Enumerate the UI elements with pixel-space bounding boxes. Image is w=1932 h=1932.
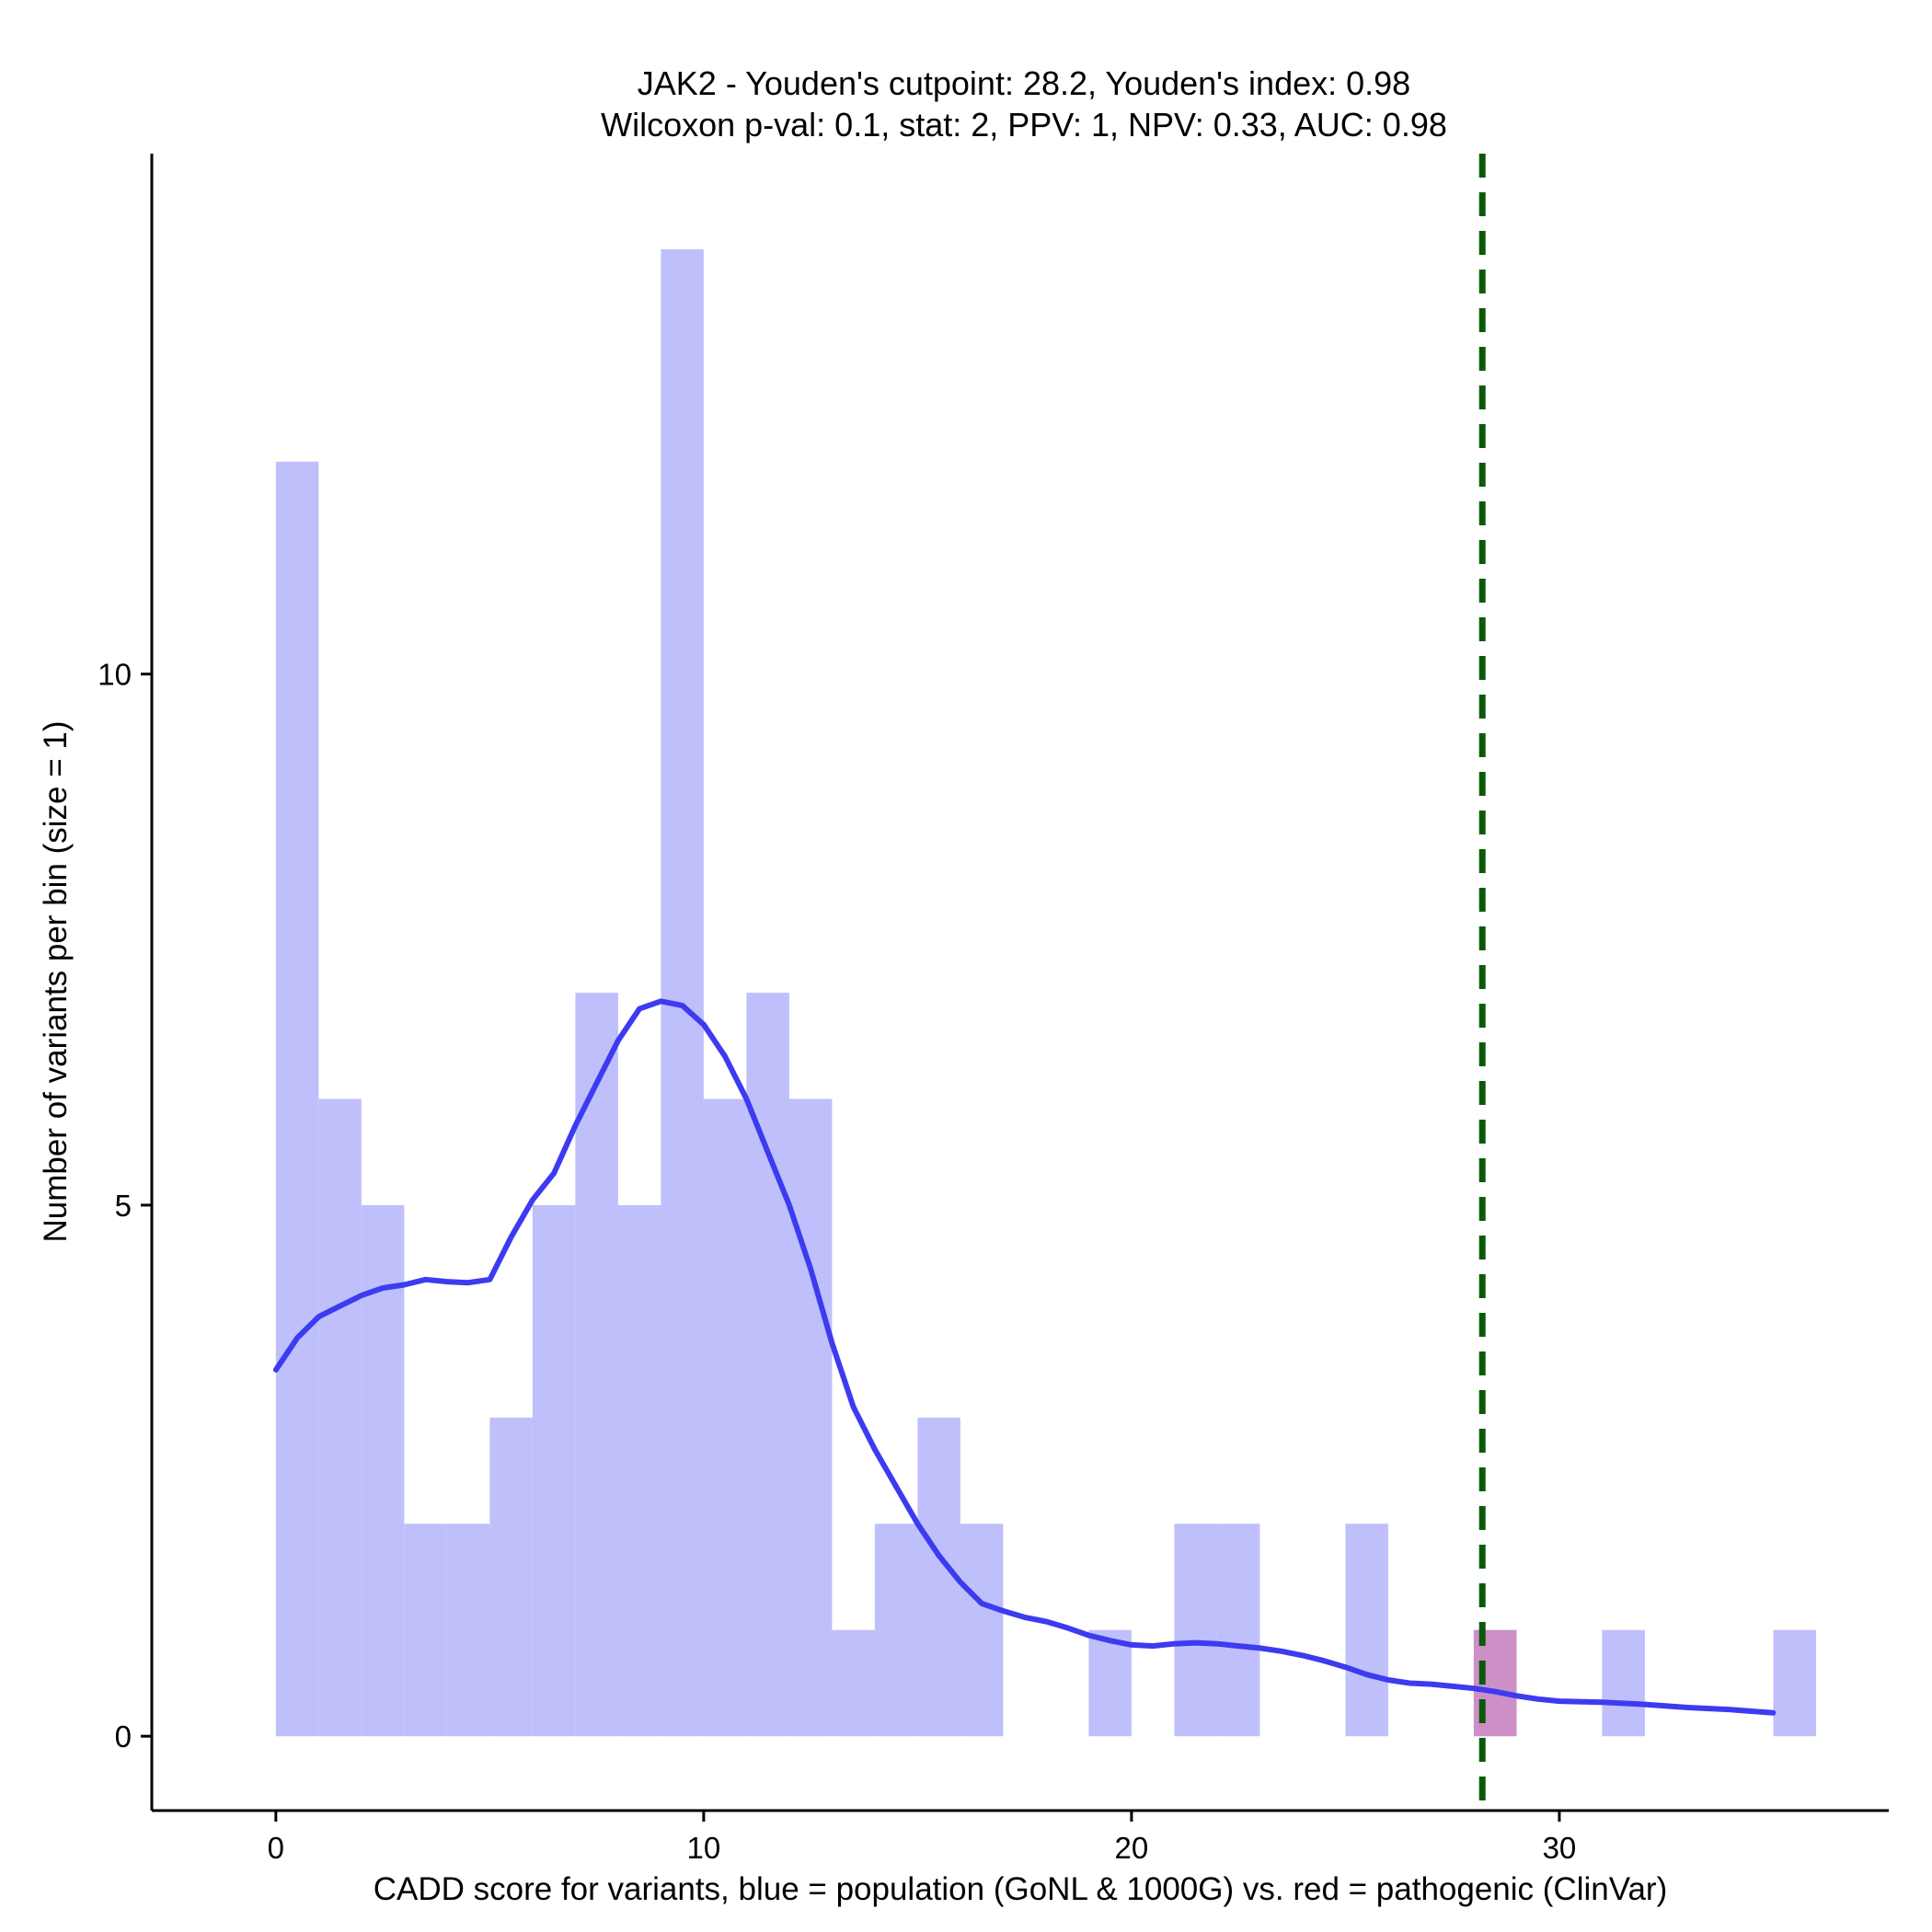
population-bar-0 [275, 461, 319, 1737]
population-bar-7 [575, 993, 618, 1737]
x-tick-label-0: 0 [268, 1831, 284, 1865]
population-bar-18 [1174, 1524, 1217, 1737]
y-tick-label-0: 0 [115, 1719, 132, 1754]
population-bar-16 [960, 1524, 1004, 1737]
y-axis-title: Number of variants per bin (size = 1) [38, 720, 74, 1242]
chart-title: JAK2 - Youden's cutpoint: 28.2, Youden's… [638, 64, 1410, 102]
population-bar-4 [446, 1524, 490, 1737]
x-tick-label-30: 30 [1543, 1831, 1577, 1865]
density-curve [272, 998, 1777, 1716]
y-axis-ticks: 0 5 10 [98, 658, 152, 1754]
x-tick-label-10: 10 [687, 1831, 721, 1865]
x-axis-ticks: 0 10 20 30 [268, 1811, 1577, 1865]
y-tick-label-10: 10 [98, 658, 132, 692]
x-axis-title: CADD score for variants, blue = populati… [374, 1871, 1668, 1907]
y-tick-label-5: 5 [115, 1189, 132, 1223]
population-bar-1 [318, 1098, 362, 1737]
population-bar-20 [1345, 1524, 1388, 1737]
population-bar-19 [1216, 1524, 1260, 1737]
chart-subtitle: Wilcoxon p-val: 0.1, stat: 2, PPV: 1, NP… [601, 106, 1447, 144]
population-bar-8 [617, 1204, 661, 1737]
population-bar-13 [832, 1629, 875, 1737]
population-bar-3 [404, 1524, 447, 1737]
population-bar-17 [1088, 1629, 1132, 1737]
population-bar-11 [746, 993, 789, 1737]
population-bar-6 [532, 1204, 576, 1737]
population-bar-22 [1602, 1629, 1645, 1737]
population-bars [275, 248, 1816, 1737]
x-tick-label-20: 20 [1115, 1831, 1149, 1865]
population-bar-12 [788, 1098, 833, 1737]
population-bar-10 [703, 1098, 747, 1737]
population-bar-9 [661, 248, 704, 1737]
population-bar-5 [489, 1417, 533, 1737]
population-bar-14 [874, 1524, 918, 1737]
population-bar-23 [1773, 1629, 1816, 1737]
density-layer [272, 998, 1777, 1716]
